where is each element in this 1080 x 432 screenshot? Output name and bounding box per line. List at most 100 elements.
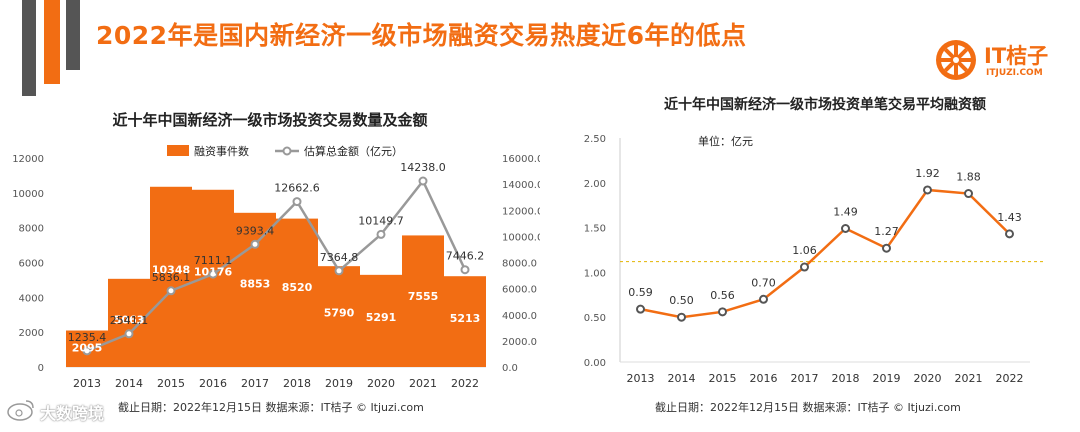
- y-right-tick-label: 10000.0: [502, 232, 540, 243]
- right-chart-title: 近十年中国新经济一级市场投资单笔交易平均融资额: [664, 96, 986, 113]
- line-point-total-amount: [124, 329, 134, 339]
- bar-event-count: [444, 276, 486, 367]
- y-right-tick-label: 4000.0: [502, 311, 537, 322]
- x-tick-label: 2016: [199, 377, 227, 390]
- line-point-total-amount: [292, 197, 302, 207]
- x-tick-label: 2022: [451, 377, 479, 390]
- bar-data-label: 8520: [282, 281, 313, 294]
- logo-name: IT桔子: [984, 44, 1049, 68]
- line-point-average-financing: [718, 307, 727, 317]
- legend-line-marker: [282, 146, 292, 156]
- logo-domain: ITJUZI.COM: [986, 68, 1043, 78]
- y-left-tick-label: 12000: [12, 154, 44, 165]
- x-tick-label: 2021: [409, 377, 437, 390]
- line-point-total-amount: [418, 176, 428, 186]
- watermark-text: 大数跨境: [40, 404, 105, 423]
- bar-event-count: [108, 278, 150, 367]
- x-tick-label: 2020: [914, 372, 942, 385]
- x-tick-label: 2017: [791, 372, 819, 385]
- bar-data-label: 5291: [366, 311, 397, 324]
- line-data-label: 1.06: [792, 244, 817, 257]
- line-data-label: 1.88: [956, 171, 981, 184]
- y-right-tick-label: 0.0: [502, 363, 518, 374]
- y-right-tick-label: 16000.0: [502, 154, 540, 165]
- y-right-tick-label: 12000.0: [502, 206, 540, 217]
- x-tick-label: 2015: [709, 372, 737, 385]
- y-right-tick-label: 14000.0: [502, 180, 540, 191]
- orange-slice-icon: [936, 40, 976, 80]
- x-tick-label: 2015: [157, 377, 185, 390]
- x-tick-label: 2013: [627, 372, 655, 385]
- bar-event-count: [150, 186, 192, 367]
- x-tick-label: 2014: [668, 372, 696, 385]
- line-data-label: 0.70: [751, 276, 776, 289]
- line-point-average-financing: [677, 312, 686, 322]
- right-chart-source: 截止日期：2022年12月15日 数据来源：IT桔子 © Itjuzi.com: [655, 400, 961, 414]
- bar-event-count: [276, 218, 318, 367]
- left-chart-title: 近十年中国新经济一级市场投资交易数量及金额: [112, 111, 427, 129]
- line-point-total-amount: [334, 266, 344, 276]
- bar-data-label: 5790: [324, 307, 355, 320]
- x-tick-label: 2021: [955, 372, 983, 385]
- x-tick-label: 2020: [367, 377, 395, 390]
- y-left-tick-label: 0: [38, 363, 44, 374]
- y-tick-label: 2.00: [584, 179, 606, 190]
- y-tick-label: 1.00: [584, 268, 606, 279]
- legend-line-label: 估算总金额（亿元）: [304, 144, 403, 158]
- x-tick-label: 2017: [241, 377, 269, 390]
- decorative-bar-gray-1: [22, 0, 36, 96]
- x-tick-label: 2018: [283, 377, 311, 390]
- y-tick-label: 0.50: [584, 313, 606, 324]
- line-data-label: 0.56: [710, 289, 735, 302]
- line-point-average-financing: [923, 185, 932, 195]
- weibo-icon: [7, 400, 34, 421]
- line-data-label: 0.50: [669, 294, 694, 307]
- bar-data-label: 5063: [114, 313, 145, 326]
- y-tick-label: 2.50: [584, 134, 606, 145]
- bar-event-count: [318, 266, 360, 367]
- y-left-tick-label: 2000: [19, 328, 44, 339]
- bar-data-label: 10348: [152, 264, 190, 277]
- line-data-label: 1.43: [997, 211, 1022, 224]
- line-data-label: 1.92: [915, 167, 940, 180]
- line-data-label: 14238.0: [400, 161, 446, 174]
- decorative-bar-gray-2: [66, 0, 80, 70]
- x-tick-label: 2019: [325, 377, 353, 390]
- bar-event-count: [234, 212, 276, 367]
- itjuzi-logo: IT桔子 ITJUZI.COM: [934, 38, 1064, 82]
- line-data-label: 2541.1: [110, 314, 149, 327]
- line-data-label: 12662.6: [274, 182, 320, 195]
- line-point-average-financing: [636, 304, 645, 314]
- line-data-label: 1235.4: [68, 331, 107, 344]
- line-point-total-amount: [460, 265, 470, 275]
- y-tick-label: 0.00: [584, 358, 606, 369]
- line-point-total-amount: [82, 346, 92, 356]
- bar-data-label: 10176: [194, 265, 233, 278]
- line-point-average-financing: [800, 262, 809, 272]
- bar-data-label: 2095: [72, 341, 103, 354]
- line-data-label: 0.59: [628, 286, 653, 299]
- legend-bar-swatch: [167, 145, 189, 156]
- y-right-tick-label: 8000.0: [502, 259, 537, 270]
- y-tick-label: 1.50: [584, 224, 606, 235]
- x-tick-label: 2016: [750, 372, 778, 385]
- y-left-tick-label: 4000: [19, 293, 44, 304]
- x-tick-label: 2014: [115, 377, 143, 390]
- x-tick-label: 2019: [873, 372, 901, 385]
- line-total-amount: [86, 178, 467, 353]
- line-point-total-amount: [376, 229, 386, 239]
- right-chart-unit: 单位：亿元: [698, 134, 753, 148]
- bar-data-label: 5213: [450, 312, 481, 325]
- line-data-label: 1.27: [874, 225, 899, 238]
- line-data-label: 1.49: [833, 205, 858, 218]
- line-data-label: 5836.1: [152, 271, 191, 284]
- x-tick-label: 2018: [832, 372, 860, 385]
- y-left-tick-label: 6000: [19, 259, 44, 270]
- line-point-total-amount: [166, 286, 176, 296]
- line-point-average-financing: [841, 223, 850, 233]
- line-data-label: 9393.4: [236, 224, 275, 237]
- line-average-financing: [640, 188, 1011, 319]
- left-chart-source: 截止日期：2022年12月15日 数据来源：IT桔子 © Itjuzi.com: [118, 400, 424, 414]
